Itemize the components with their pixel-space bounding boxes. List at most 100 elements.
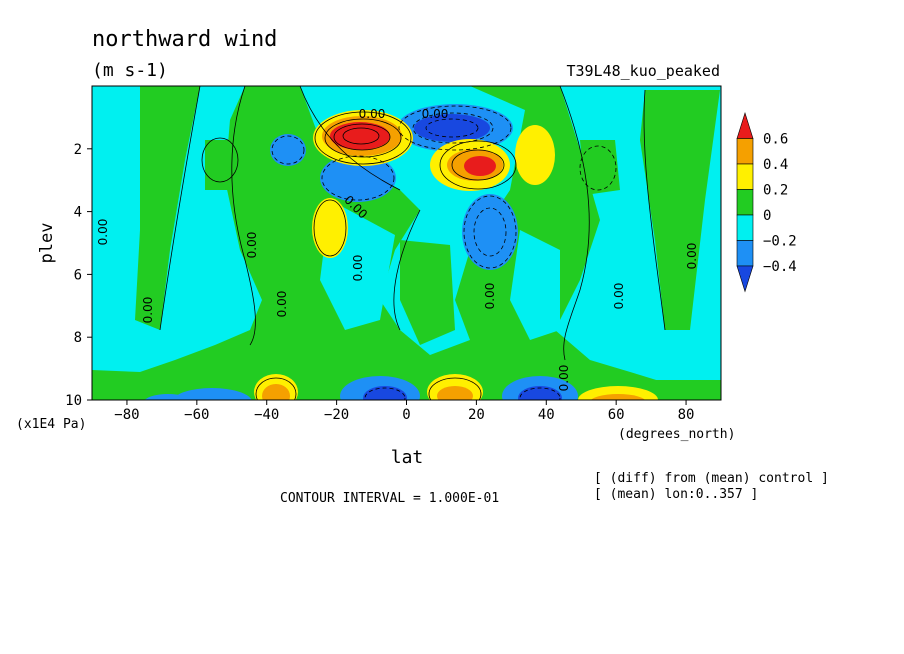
contour-line [451,149,505,181]
contour-label: 0.00 [275,291,289,318]
green-tongue-east [640,90,720,330]
run-label: T39L48_kuo_peaked [566,62,720,80]
contour-line [439,140,517,190]
chart-title: northward wind [92,27,277,52]
contour-label: 0.00 [245,232,259,259]
contour-line [314,111,412,165]
colorbar-swatch [736,138,754,165]
contour-label: 0.00 [96,219,110,246]
contour-label: 0.00 [141,297,155,324]
green-patch-west [205,140,245,190]
contour-line [364,387,406,400]
contour-label: 0.00 [483,283,497,310]
x-tick-label: 80 [678,407,695,423]
contour-label: 0.00 [557,365,571,392]
colorbar-swatch [736,214,754,241]
red-right-center [464,156,496,176]
contour-label: 0.00 [359,107,386,121]
contour-line [342,127,380,145]
x-tick-label: 20 [468,407,485,423]
contour-lines [159,86,666,400]
x-tick-label: −20 [324,407,349,423]
contour-line [255,377,297,400]
deep-blue-bottom-east [518,386,562,400]
colorbar-label: −0.4 [763,259,797,275]
contour-line [519,387,561,400]
contour-line [579,145,617,191]
y-tick-label: 6 [74,267,82,283]
contour-line [473,207,507,257]
y-tick-label: 10 [65,393,82,409]
colorbar-swatch [736,111,754,139]
deep-blue-bottom-center [363,386,407,400]
x-tick-label: 60 [608,407,625,423]
red-top-center [330,122,390,150]
y-axis: 2 4 6 8 10 [65,142,92,409]
orange-bottom-east [590,394,646,400]
plot-area: 0.00 0.00 0.00 0.00 0.00 0.00 0.00 0.00 0.00 0.00… [92,86,721,400]
blue-bottom-far-west [144,394,192,400]
colorbar-label: 0.4 [763,157,788,173]
contour-label: 0.00 [351,255,365,282]
y-axis-label: plev [37,223,57,264]
contour-interval-text: CONTOUR INTERVAL = 1.000E-01 [280,491,499,506]
zero-contour [231,86,256,346]
colorbar-label: 0 [763,208,771,224]
x-tick-label: −80 [114,407,139,423]
colorbar-swatch [736,189,754,216]
zero-contour [643,89,666,331]
colorbar: 0.6 0.4 0.2 0 −0.2 −0.4 [736,111,797,293]
y-tick-label: 2 [74,142,82,158]
blue-patch-upper-center [320,154,396,202]
yellow-upper-right [515,125,555,185]
colorbar-label: 0.6 [763,132,788,148]
zero-contour [393,209,421,331]
contour-line [271,135,305,165]
orange-bottom-center [437,386,473,400]
colorbar-label: −0.2 [763,234,797,250]
x-tick-label: 40 [538,407,555,423]
contour-label: 0.00 [685,243,699,270]
x-axis: −80 −60 −40 −20 0 20 40 60 80 [114,400,694,423]
green-patch-east [580,140,620,195]
blue-patch-upper-right [462,194,518,270]
x-tick-label: 0 [402,407,410,423]
contour-label: 0.00 [612,283,626,310]
chart-units: (m s-1) [92,60,168,81]
deep-blue-top-center [414,114,490,142]
orange-bottom-west [262,384,290,400]
contour-line [333,123,391,151]
zero-contour [159,86,201,331]
colorbar-swatch [736,163,754,190]
contour-line [313,199,347,257]
green-tongue-west [135,86,200,330]
contour-line [428,377,482,400]
colorbar-swatch [736,265,754,293]
zero-contour [299,86,401,191]
contour-line [324,118,402,158]
contour-line [412,112,494,144]
contour-line [398,105,512,151]
contour-line [321,155,395,201]
colorbar-label: 0.2 [763,183,788,199]
colorbar-swatch [736,240,754,267]
green-center-column [400,240,455,345]
note-diff: [ (diff) from (mean) control ] [594,471,829,486]
note-mean: [ (mean) lon:0..357 ] [594,487,758,502]
contour-line [201,137,239,183]
cyan-region-midright [510,230,560,340]
x-tick-label: −40 [254,407,279,423]
x-axis-label: lat [391,447,424,468]
y-axis-unit: (x1E4 Pa) [16,417,86,432]
contour-label: 0.00 [422,107,449,121]
y-tick-label: 8 [74,330,82,346]
blue-patch-west [270,134,306,166]
x-tick-label: −60 [184,407,209,423]
contour-line [425,118,479,138]
blue-patch-bottom-west [172,388,252,400]
x-axis-unit: (degrees_north) [618,427,735,442]
zero-contour [559,86,590,361]
contour-line [463,195,517,269]
y-tick-label: 4 [74,205,82,221]
